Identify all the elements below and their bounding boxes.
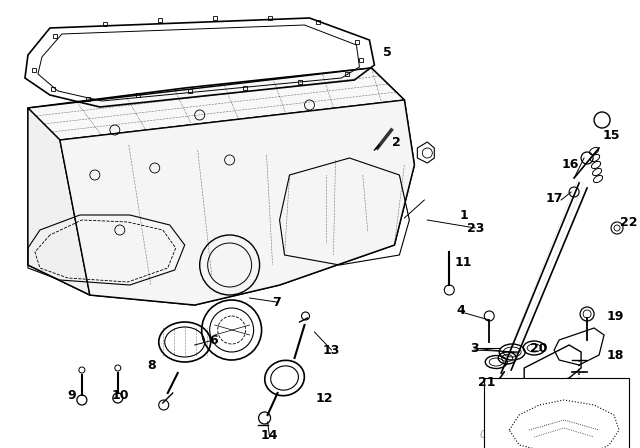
Polygon shape: [60, 100, 414, 305]
Bar: [268, 16, 271, 20]
Text: 18: 18: [606, 349, 624, 362]
Text: 8: 8: [147, 358, 156, 371]
Polygon shape: [28, 108, 90, 295]
Bar: [188, 89, 192, 93]
Text: 13: 13: [323, 344, 340, 357]
Bar: [346, 72, 349, 76]
Bar: [53, 34, 57, 38]
Polygon shape: [28, 68, 414, 305]
Text: 2: 2: [392, 135, 401, 148]
Bar: [316, 20, 319, 24]
Text: 15: 15: [602, 129, 620, 142]
Bar: [243, 86, 246, 90]
Text: 6: 6: [209, 333, 218, 346]
Text: 19: 19: [606, 310, 624, 323]
Text: 3: 3: [470, 341, 479, 354]
Bar: [355, 40, 360, 44]
Bar: [360, 58, 364, 62]
Polygon shape: [28, 68, 404, 140]
Text: 5: 5: [383, 46, 392, 59]
Text: 22: 22: [620, 215, 638, 228]
Bar: [51, 87, 55, 91]
Text: 16: 16: [561, 158, 579, 171]
Text: 21: 21: [479, 375, 496, 388]
Text: 20: 20: [531, 341, 548, 354]
Bar: [136, 93, 140, 97]
Bar: [157, 18, 162, 22]
Text: 23: 23: [467, 221, 484, 234]
Text: 14: 14: [261, 428, 278, 441]
Bar: [484, 378, 629, 448]
Text: 11: 11: [454, 255, 472, 268]
Text: 7: 7: [272, 296, 281, 309]
Text: 17: 17: [545, 191, 563, 204]
Text: 00.53.09: 00.53.09: [480, 431, 524, 440]
Bar: [212, 16, 217, 20]
Bar: [86, 97, 90, 101]
Text: 10: 10: [111, 388, 129, 401]
Text: 1: 1: [460, 208, 468, 221]
Bar: [32, 68, 36, 72]
Bar: [103, 22, 107, 26]
Bar: [298, 80, 301, 84]
Text: 12: 12: [316, 392, 333, 405]
Text: 4: 4: [457, 303, 466, 316]
Text: 9: 9: [68, 388, 76, 401]
